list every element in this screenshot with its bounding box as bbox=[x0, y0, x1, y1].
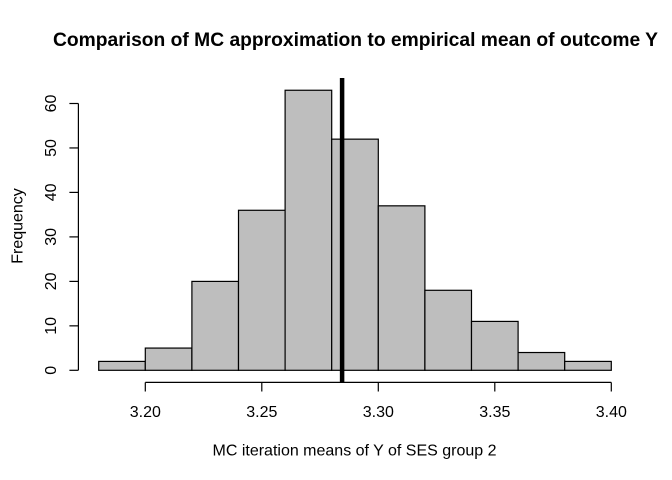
svg-text:Frequency: Frequency bbox=[9, 188, 26, 264]
svg-text:MC iteration means of Y of SES: MC iteration means of Y of SES group 2 bbox=[212, 443, 496, 460]
svg-text:40: 40 bbox=[43, 183, 60, 201]
svg-text:0: 0 bbox=[43, 366, 60, 375]
svg-text:30: 30 bbox=[43, 228, 60, 246]
svg-text:10: 10 bbox=[43, 317, 60, 335]
svg-text:50: 50 bbox=[43, 139, 60, 157]
svg-text:3.40: 3.40 bbox=[596, 404, 627, 421]
svg-text:3.35: 3.35 bbox=[479, 404, 510, 421]
svg-text:Comparison of MC approximation: Comparison of MC approximation to empiri… bbox=[53, 30, 658, 51]
svg-text:60: 60 bbox=[43, 95, 60, 113]
svg-text:3.20: 3.20 bbox=[130, 404, 161, 421]
svg-text:20: 20 bbox=[43, 272, 60, 290]
svg-text:3.25: 3.25 bbox=[246, 404, 277, 421]
svg-text:3.30: 3.30 bbox=[363, 404, 394, 421]
